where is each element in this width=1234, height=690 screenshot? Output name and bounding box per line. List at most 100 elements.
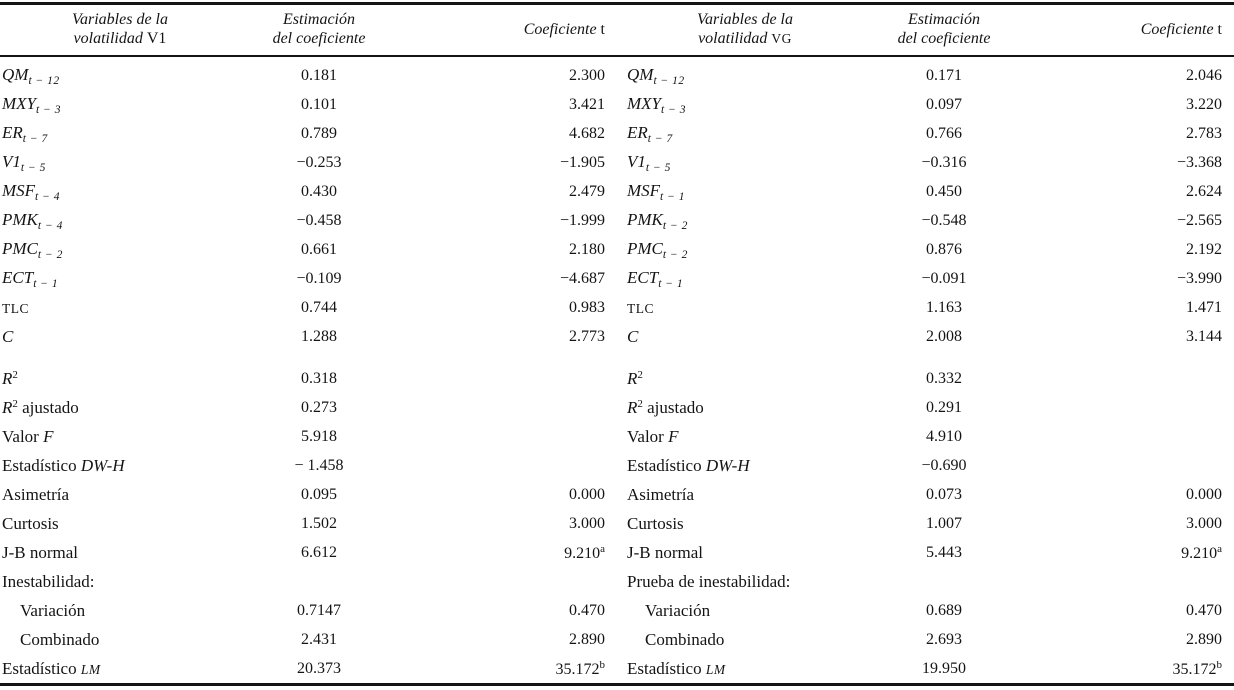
coefficient-estimate: 0.789 [301,124,337,142]
text-segment: QM [2,64,29,84]
text-segment: PMK [2,209,38,229]
variable-label: ERt − 7 [625,123,865,145]
text-segment: t − 2 [37,248,63,261]
coefficient-estimate: −0.458 [296,211,342,229]
table-row: Variación 0.7147 0.470 [0,596,617,625]
text-segment: Prueba de inestabilidad: [627,571,791,591]
coefficient-estimate: 2.693 [926,630,962,648]
coefficient-estimate: − 1.458 [294,456,344,474]
text-segment: MSF [2,180,36,200]
coefficient-estimate: −0.316 [921,153,967,171]
table-row: J-B normal 6.612 9.210a [0,538,617,567]
coefficient-estimate: −0.548 [921,211,967,229]
text-segment: Estadístico [627,455,706,475]
variable-label: QMt − 12 [625,65,865,87]
variable-label: Variación [0,601,240,621]
text-segment: Variación [20,600,86,620]
text-segment: Valor [627,426,669,446]
t-statistic: 1.471 [1186,298,1222,316]
table-row: ERt − 7 0.789 4.682 [0,119,617,148]
text-segment: QM [627,64,654,84]
text-segment: R [627,397,638,417]
text-segment: F [668,426,679,446]
t-statistic: 0.983 [569,298,605,316]
t-statistic: −4.687 [559,269,605,287]
variable-label: TLC [0,298,240,318]
column-header-variables: Variables de la volatilidad V1 [0,11,240,49]
text-segment: V1 [2,151,21,171]
coefficient-estimate: 0.171 [926,66,962,84]
t-statistic: 4.682 [569,124,605,142]
text-segment: DW-H [705,455,750,475]
table-row: TLC 0.744 0.983 [0,293,617,322]
model-panel-vg: Variables de la volatilidad VG Estimación d… [617,5,1234,683]
coefficient-estimate: 0.450 [926,182,962,200]
variable-label: Valor F [0,427,240,447]
variable-label: Variación [625,601,865,621]
text-segment: V1 [627,151,646,171]
column-header-variables: Variables de la volatilidad VG [625,11,865,49]
coefficient-estimate: 0.318 [301,369,337,387]
text-segment: ECT [2,267,34,287]
variable-label: Curtosis [0,514,240,534]
text-segment: F [43,426,54,446]
text-segment: R [627,368,638,388]
coefficient-estimate: 20.373 [297,659,341,677]
coefficient-estimate: 0.273 [301,398,337,416]
variable-label: PMKt − 4 [0,210,240,232]
t-statistic: 35.172b [1172,658,1223,678]
text-segment: Valor [2,426,44,446]
footnote-marker: a [1217,542,1222,555]
t-statistic: 2.300 [569,66,605,84]
text-segment: PMC [627,238,663,258]
variable-label: Inestabilidad: [0,572,240,592]
coefficient-estimate: 5.443 [926,543,962,561]
table-row: R2 ajustado 0.291 [625,393,1234,422]
text-segment: Inestabilidad: [2,571,95,591]
variable-label: R2 [0,369,240,389]
header-line: del coeficiente [897,30,991,47]
text-segment: PMC [2,238,38,258]
footnote-marker: b [1216,658,1223,671]
text-segment: ER [2,122,23,142]
text-segment: ECT [627,267,659,287]
table-row: V1t − 5 −0.316 −3.368 [625,148,1234,177]
text-segment: t − 12 [28,74,60,87]
table-row: R2 ajustado 0.273 [0,393,617,422]
table-rule-header [0,55,1234,57]
text-segment: MSF [627,180,661,200]
text-segment: Combinado [20,629,100,649]
text-segment: t − 1 [660,190,686,203]
variable-label: MXYt − 3 [0,94,240,116]
variable-label: ECTt − 1 [0,268,240,290]
text-segment: C [627,326,639,346]
coefficient-estimate: −0.109 [296,269,342,287]
table-row: R2 0.332 [625,364,1234,393]
text-segment: Asimetría [627,484,695,504]
table-row: Inestabilidad: [0,567,617,596]
text-segment: t − 7 [647,132,673,145]
text-segment: Variables de la [697,11,793,29]
table-row: C 1.288 2.773 [0,322,617,351]
header-line: Estimación [908,11,980,29]
table-row: Combinado 2.693 2.890 [625,625,1234,654]
variable-label: Asimetría [625,485,865,505]
variable-label: R2 [625,369,865,389]
t-statistic: 0.000 [1186,485,1222,503]
t-statistic: 2.773 [569,327,605,345]
text-segment: volatilidad [73,30,147,47]
coefficient-estimate: −0.253 [296,153,342,171]
table-row: Valor F 5.918 [0,422,617,451]
t-statistic: −3.990 [1176,269,1222,287]
column-header-tstat: Coeficiente t [1023,21,1234,39]
table-row: V1t − 5 −0.253 −1.905 [0,148,617,177]
t-statistic: 2.180 [569,240,605,258]
table-row: Variación 0.689 0.470 [625,596,1234,625]
variable-label: PMKt − 2 [625,210,865,232]
variable-label: ECTt − 1 [625,268,865,290]
coefficient-estimate: 0.766 [926,124,962,142]
text-segment: t [1217,21,1222,38]
text-segment: V1 [146,30,167,47]
variable-label: TLC [625,298,865,318]
